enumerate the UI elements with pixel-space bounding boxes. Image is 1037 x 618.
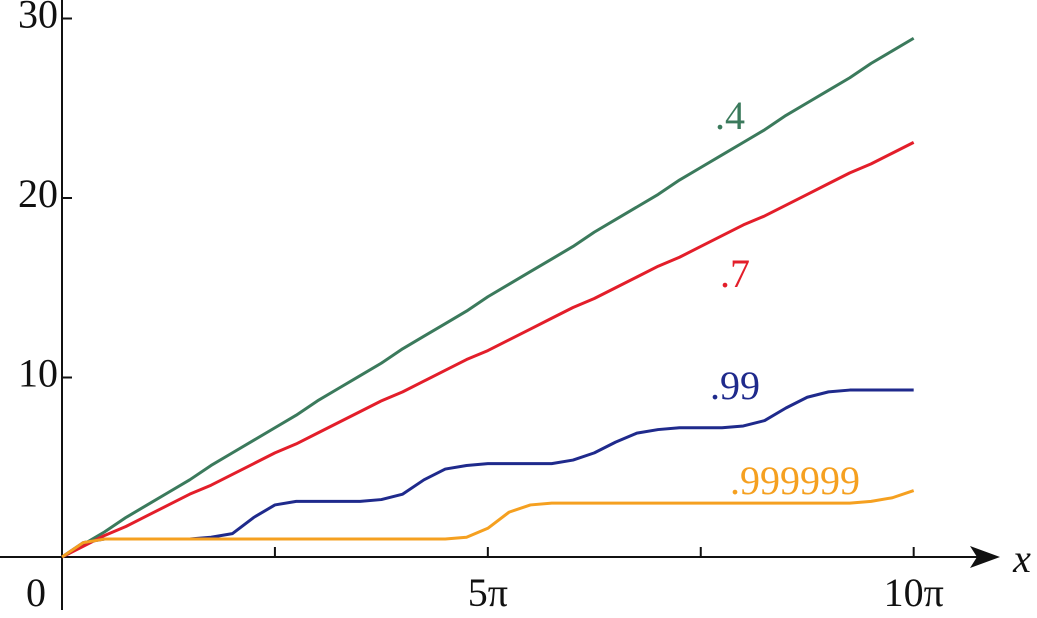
series-line (61, 141, 915, 559)
x-tick-label: 5π (468, 570, 508, 615)
x-tick-label: 0 (26, 570, 46, 615)
series-line (61, 36, 915, 559)
axis-arrow (970, 546, 1000, 568)
y-tick-label: 20 (18, 171, 58, 216)
series-label: .99 (710, 363, 760, 408)
y-tick-label: 10 (18, 351, 58, 396)
series-label: .999999 (730, 458, 860, 503)
series-label: .7 (720, 251, 750, 296)
x-axis-label: x (1012, 536, 1031, 581)
series-label: .4 (715, 93, 745, 138)
y-tick-label: 30 (18, 0, 58, 37)
series-line (61, 489, 915, 559)
x-tick-label: 10π (884, 570, 944, 615)
